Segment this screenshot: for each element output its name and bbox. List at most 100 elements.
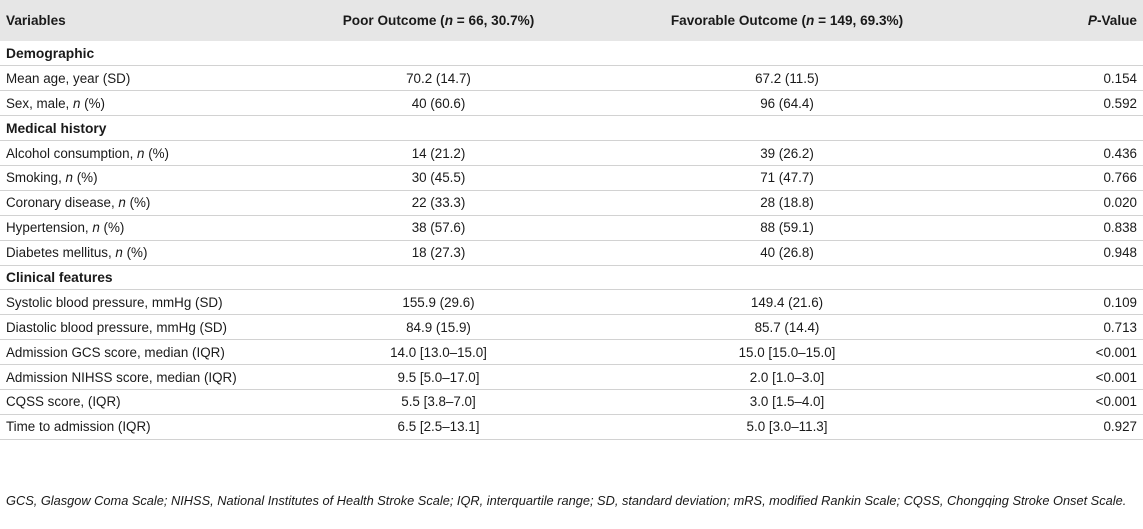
table-header: Variables Poor Outcome (n = 66, 30.7%) F… (0, 0, 1143, 41)
table-row: Sex, male, n (%) 40 (60.6) 96 (64.4) 0.592 (0, 91, 1143, 116)
favorable-outcome-value: 39 (26.2) (760, 145, 814, 161)
variable-label-pre: Diabetes mellitus, (6, 245, 116, 261)
favorable-outcome-value: 85.7 (14.4) (754, 319, 820, 335)
header-p-rest: -Value (1096, 13, 1137, 28)
p-value: 0.927 (1103, 419, 1137, 435)
variable-label-pre: Alcohol consumption, (6, 145, 138, 161)
table-row: Admission GCS score, median (IQR) 14.0 [1… (0, 340, 1143, 365)
header-fav-n: n (806, 13, 815, 28)
variable-label-post: (%) (125, 195, 151, 211)
poor-outcome-value: 40 (60.6) (411, 95, 466, 111)
variable-label: CQSS score, (IQR) (6, 394, 121, 410)
p-value: 0.592 (1103, 95, 1137, 111)
variable-label-post: (%) (73, 170, 98, 186)
table-footnote: GCS, Glasgow Coma Scale; NIHSS, National… (6, 493, 1127, 508)
variable-label: Admission NIHSS score, median (IQR) (6, 369, 237, 385)
p-value: 0.154 (1103, 70, 1137, 86)
poor-outcome-value: 30 (45.5) (411, 170, 466, 186)
table-row: Time to admission (IQR) 6.5 [2.5–13.1] 5.0… (0, 414, 1143, 440)
table-row: Smoking, n (%) 30 (45.5) 71 (47.7) 0.766 (0, 165, 1143, 191)
table-row: Mean age, year (SD) 70.2 (14.7) 67.2 (11.5… (0, 66, 1143, 91)
table-body: Demographic Mean age, year (SD) 70.2 (14.7… (0, 41, 1143, 440)
variable-label-post: (%) (80, 95, 105, 111)
section-header-row: Medical history (0, 116, 1143, 141)
section-title: Clinical features (6, 269, 113, 285)
header-fav-prefix: Favorable Outcome ( (670, 13, 807, 28)
header-row: Variables Poor Outcome (n = 66, 30.7%) F… (0, 0, 1143, 41)
poor-outcome-value: 22 (33.3) (411, 195, 466, 211)
table-row: Admission NIHSS score, median (IQR) 9.5 [… (0, 365, 1143, 390)
table-row: CQSS score, (IQR) 5.5 [3.8–7.0] 3.0 [1.5–4… (0, 389, 1143, 415)
table-row: Diabetes mellitus, n (%) 18 (27.3) 40 (26.… (0, 240, 1143, 266)
variable-label-italic: n (65, 170, 73, 186)
variable-label: Admission GCS score, median (IQR) (6, 344, 225, 360)
p-value: 0.436 (1103, 145, 1137, 161)
header-poor-prefix: Poor Outcome ( (342, 13, 445, 28)
baseline-characteristics-table: Variables Poor Outcome (n = 66, 30.7%) F… (0, 0, 1143, 440)
variable-label-italic: n (92, 220, 100, 236)
poor-outcome-value: 14.0 [13.0–15.0] (390, 344, 487, 360)
header-poor-n: n (444, 13, 454, 28)
variable-label: Systolic blood pressure, mmHg (SD) (6, 294, 223, 310)
poor-outcome-value: 9.5 [5.0–17.0] (397, 369, 480, 385)
variable-label-italic: n (137, 145, 145, 161)
section-title: Demographic (6, 45, 95, 61)
header-p-italic: P (1087, 13, 1097, 28)
variable-label: Sex, male, n (%) (0, 91, 276, 116)
variable-label: Coronary disease, n (%) (0, 190, 276, 215)
poor-outcome-value: 84.9 (15.9) (406, 319, 471, 335)
section-header-row: Demographic (0, 41, 1143, 66)
variable-label-italic: n (118, 195, 126, 211)
favorable-outcome-value: 28 (18.8) (760, 195, 814, 211)
p-value: <0.001 (1095, 369, 1137, 385)
favorable-outcome-value: 88 (59.1) (760, 220, 814, 236)
poor-outcome-value: 38 (57.6) (411, 220, 466, 236)
variable-label: Smoking, n (%) (0, 165, 276, 190)
favorable-outcome-value: 5.0 [3.0–11.3] (746, 419, 828, 435)
p-value: 0.948 (1103, 245, 1137, 261)
favorable-outcome-value: 149.4 (21.6) (750, 294, 824, 310)
favorable-outcome-value: 2.0 [1.0–3.0] (749, 369, 825, 385)
favorable-outcome-value: 40 (26.8) (760, 245, 814, 261)
variable-label-post: (%) (144, 145, 170, 161)
poor-outcome-value: 155.9 (29.6) (402, 294, 475, 310)
p-value: <0.001 (1095, 394, 1137, 410)
section-title: Medical history (6, 120, 107, 136)
header-variables: Variables (6, 13, 66, 28)
variable-label: Diabetes mellitus, n (%) (0, 240, 276, 265)
variable-label-italic: n (115, 245, 123, 261)
p-value: 0.713 (1103, 319, 1137, 335)
poor-outcome-value: 6.5 [2.5–13.1] (397, 419, 480, 435)
p-value: 0.109 (1103, 294, 1137, 310)
p-value: <0.001 (1095, 344, 1137, 360)
variable-label: Alcohol consumption, n (%) (0, 141, 276, 166)
header-poor-suffix: = 66, 30.7%) (453, 13, 535, 28)
favorable-outcome-value: 15.0 [15.0–15.0] (738, 344, 836, 360)
table-container: Variables Poor Outcome (n = 66, 30.7%) F… (0, 0, 1143, 508)
variable-label-post: (%) (122, 245, 148, 261)
variable-label-pre: Smoking, (6, 170, 66, 186)
poor-outcome-value: 14 (21.2) (411, 145, 466, 161)
favorable-outcome-value: 3.0 [1.5–4.0] (749, 394, 825, 410)
poor-outcome-value: 5.5 [3.8–7.0] (401, 394, 476, 410)
favorable-outcome-value: 71 (47.7) (760, 170, 814, 186)
variable-label-pre: Coronary disease, (6, 195, 119, 211)
section-header-row: Clinical features (0, 265, 1143, 290)
variable-label-italic: n (72, 95, 81, 111)
header-fav-suffix: = 149, 69.3%) (814, 13, 904, 28)
variable-label-pre: Sex, male, (6, 95, 73, 111)
variable-label: Time to admission (IQR) (6, 419, 151, 435)
variable-label-post: (%) (99, 220, 125, 236)
p-value: 0.838 (1103, 220, 1137, 236)
p-value: 0.766 (1103, 170, 1137, 186)
header-p-value: P-Value (973, 0, 1143, 41)
table-row: Coronary disease, n (%) 22 (33.3) 28 (18.8… (0, 190, 1143, 216)
favorable-outcome-value: 67.2 (11.5) (755, 70, 819, 86)
header-poor-outcome: Poor Outcome (n = 66, 30.7%) (276, 0, 601, 41)
table-row: Alcohol consumption, n (%) 14 (21.2) 39 (2… (0, 141, 1143, 166)
variable-label: Mean age, year (SD) (6, 70, 131, 86)
poor-outcome-value: 18 (27.3) (411, 245, 466, 261)
variable-label: Diastolic blood pressure, mmHg (SD) (6, 319, 228, 335)
poor-outcome-value: 70.2 (14.7) (406, 70, 471, 86)
variable-label-pre: Hypertension, (6, 220, 93, 236)
